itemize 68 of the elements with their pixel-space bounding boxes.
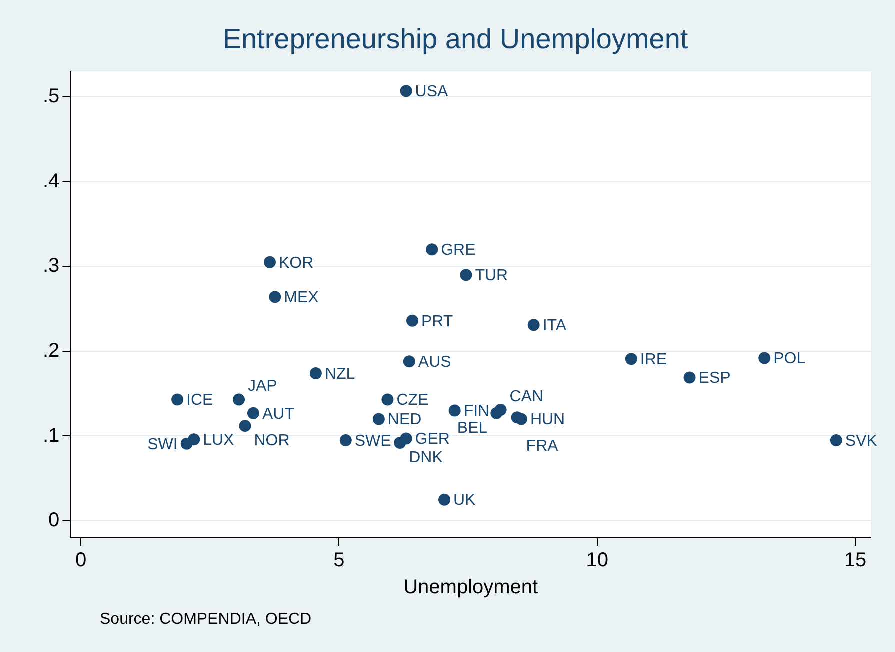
data-label: SWE — [354, 432, 392, 450]
y-tick-label: .5 — [42, 86, 60, 108]
point — [247, 407, 260, 420]
point — [403, 356, 416, 368]
point — [528, 319, 540, 332]
point — [239, 420, 252, 432]
data-label: AUS — [418, 354, 452, 372]
point — [448, 404, 461, 417]
data-label: SVK — [845, 432, 878, 450]
point — [625, 353, 638, 366]
x-tick-label: 15 — [844, 550, 867, 572]
x-tick-label: 5 — [334, 550, 345, 572]
data-label: NOR — [254, 432, 290, 450]
data-label: IRE — [640, 351, 668, 368]
point — [394, 437, 406, 450]
x-tick-label: 10 — [586, 550, 608, 572]
data-label: TUR — [475, 268, 508, 285]
y-tick-label: .4 — [42, 170, 60, 192]
data-label: BEL — [457, 420, 488, 437]
y-tick-label: .1 — [42, 424, 60, 447]
chart-title: Entrepreneurship and Unemployment — [222, 24, 688, 55]
data-label: USA — [415, 84, 449, 101]
point — [269, 291, 282, 304]
data-label: GER — [415, 431, 450, 448]
data-label: NZL — [324, 366, 356, 383]
point — [400, 85, 412, 98]
data-label: NED — [388, 412, 422, 429]
data-label: HUN — [530, 412, 566, 429]
data-label: LUX — [203, 432, 235, 450]
point — [406, 314, 418, 327]
point — [310, 367, 322, 380]
data-label: PRT — [421, 313, 454, 330]
point — [233, 394, 246, 406]
point — [340, 434, 352, 446]
data-label: ITA — [542, 318, 567, 335]
source-note: Source: COMPENDIA, OECD — [100, 611, 312, 628]
point — [758, 352, 771, 364]
data-label: CAN — [510, 388, 544, 406]
point — [830, 434, 842, 446]
data-label: SWI — [148, 436, 178, 454]
point — [490, 407, 503, 420]
point — [180, 438, 193, 450]
data-label: MEX — [284, 290, 320, 307]
data-label: JAP — [248, 378, 278, 396]
point — [382, 394, 394, 406]
data-label: FRA — [526, 438, 559, 455]
data-label: UK — [454, 492, 476, 510]
point — [172, 394, 184, 406]
x-tick-label: 0 — [75, 550, 87, 572]
x-axis-title: Unemployment — [404, 576, 539, 599]
data-label: AUT — [262, 406, 295, 423]
data-label: DNK — [409, 449, 444, 466]
data-label: ICE — [186, 392, 214, 410]
data-label: FIN — [464, 403, 490, 420]
point — [684, 372, 696, 384]
data-label: KOR — [278, 254, 314, 272]
data-label: ESP — [698, 370, 731, 388]
point — [460, 269, 472, 282]
point — [372, 413, 385, 426]
point — [426, 244, 438, 256]
data-label: CZE — [396, 392, 429, 410]
y-tick-label: .3 — [42, 255, 60, 278]
data-label: GRE — [441, 242, 476, 260]
data-label: POL — [774, 350, 806, 368]
y-tick-label: .2 — [42, 340, 60, 362]
point — [438, 494, 451, 506]
y-tick-label: 0 — [48, 510, 60, 532]
point — [264, 256, 276, 268]
